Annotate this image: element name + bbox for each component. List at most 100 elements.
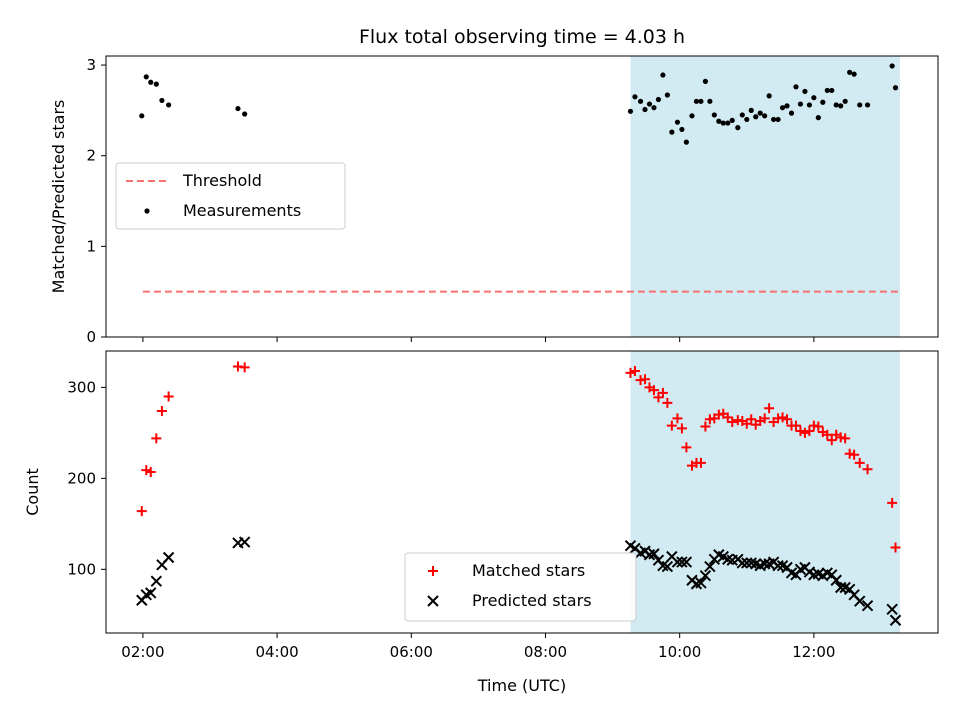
y-axis-label: Matched/Predicted stars	[49, 100, 68, 294]
predicted-star-point	[145, 587, 157, 599]
y-tick-label: 0	[86, 328, 96, 346]
measurement-point	[793, 84, 799, 90]
predicted-star-point	[150, 575, 163, 587]
x-axis-label: Time (UTC)	[477, 676, 566, 695]
matched-star-point	[625, 367, 636, 378]
measurement-point	[775, 116, 781, 123]
legend-matched-swatch	[428, 566, 438, 576]
measurement-point	[762, 113, 768, 119]
measurement-point	[842, 98, 848, 104]
measurement-point	[235, 105, 241, 112]
measurement-point	[757, 110, 763, 116]
predicted-star-point	[695, 577, 707, 589]
x-tick-label: 12:00	[792, 643, 835, 661]
measurement-point	[702, 78, 708, 84]
matched-star-point	[676, 423, 687, 434]
matched-star-point	[151, 433, 162, 444]
measurement-point	[771, 116, 777, 123]
matched-star-point	[813, 421, 824, 432]
predicted-star-point	[648, 548, 660, 560]
measurement-point	[788, 110, 795, 116]
matched-star-point	[804, 426, 815, 437]
measurement-point	[679, 126, 685, 133]
matched-star-point	[887, 497, 898, 508]
y-tick-label: 2	[86, 147, 96, 165]
matched-star-point	[156, 406, 167, 417]
predicted-star-point	[772, 559, 784, 572]
measurement-point	[139, 113, 145, 119]
y-tick-label: 200	[67, 469, 96, 487]
measurement-point	[637, 98, 644, 104]
x-tick-label: 06:00	[390, 643, 433, 661]
measurement-point	[784, 103, 790, 109]
measurement-point	[651, 105, 657, 111]
measurement-point	[815, 115, 821, 121]
matched-star-point	[790, 420, 801, 431]
matched-star-point	[849, 449, 860, 460]
matched-star-point	[764, 403, 775, 414]
measurement-point	[735, 125, 741, 131]
measurement-point	[851, 71, 857, 77]
legend: Threshold Measurements	[115, 162, 346, 230]
matched-star-point	[822, 429, 833, 440]
legend: Matched stars Predicted stars	[404, 552, 637, 622]
predicted-star-point	[886, 603, 898, 616]
predicted-star-point	[680, 556, 693, 568]
measurement-point	[148, 79, 154, 85]
observing-window-shading	[630, 56, 900, 337]
legend-box	[404, 552, 637, 622]
matched-star-point	[239, 362, 250, 373]
matched-star-point	[741, 418, 752, 429]
measurement-point	[766, 93, 772, 99]
predicted-star-point	[238, 536, 251, 548]
measurement-point	[744, 116, 750, 123]
measurement-point	[698, 98, 704, 104]
measurement-point	[693, 98, 700, 104]
measurement-point	[711, 112, 717, 118]
y-tick-label: 1	[86, 237, 96, 255]
axes-frame	[105, 55, 939, 338]
matched-star-point	[890, 542, 901, 553]
measurement-point	[811, 95, 817, 101]
measurement-point	[806, 102, 812, 108]
legend-label: Threshold	[182, 171, 262, 190]
matched-star-point	[826, 435, 837, 446]
x-tick-label: 02:00	[121, 643, 164, 661]
legend-predicted-swatch	[427, 595, 439, 607]
measurement-point	[707, 98, 713, 104]
axes-frame	[105, 350, 939, 634]
matched-star-point	[648, 385, 659, 396]
matched-star-point	[727, 416, 738, 427]
measurement-point	[720, 120, 726, 126]
measurement-point	[683, 139, 689, 145]
matched-star-point	[145, 466, 156, 477]
measurement-point	[857, 102, 863, 108]
predicted-star-point	[661, 560, 674, 573]
matched-star-point	[657, 387, 668, 398]
matched-star-point	[795, 426, 806, 437]
matched-star-point	[862, 464, 873, 475]
y-tick-label: 300	[67, 378, 96, 396]
predicted-star-point	[704, 560, 716, 573]
measurement-point	[797, 101, 804, 107]
matched-star-point	[759, 413, 770, 424]
measurement-point	[748, 107, 754, 113]
matched-star-point	[136, 506, 147, 517]
predicted-star-point	[758, 558, 771, 570]
measurement-point	[159, 97, 165, 104]
y-axis-label: Count	[23, 468, 42, 516]
x-tick-label: 04:00	[255, 643, 298, 661]
measurement-point	[669, 129, 675, 135]
measurement-point	[892, 85, 899, 91]
measurement-point	[166, 102, 172, 108]
matched-star-point	[681, 442, 692, 453]
predicted-star-point	[830, 574, 842, 586]
measurement-point	[627, 108, 634, 114]
bottom-panel: 02:00 04:00 06:00 08:00 10:00 12:00 100 200 300 C…	[23, 350, 939, 661]
measurement-point	[646, 101, 653, 107]
measurement-point	[143, 74, 149, 80]
predicted-star-point	[736, 557, 749, 569]
measurement-point	[655, 96, 662, 103]
measurement-point	[664, 92, 670, 98]
